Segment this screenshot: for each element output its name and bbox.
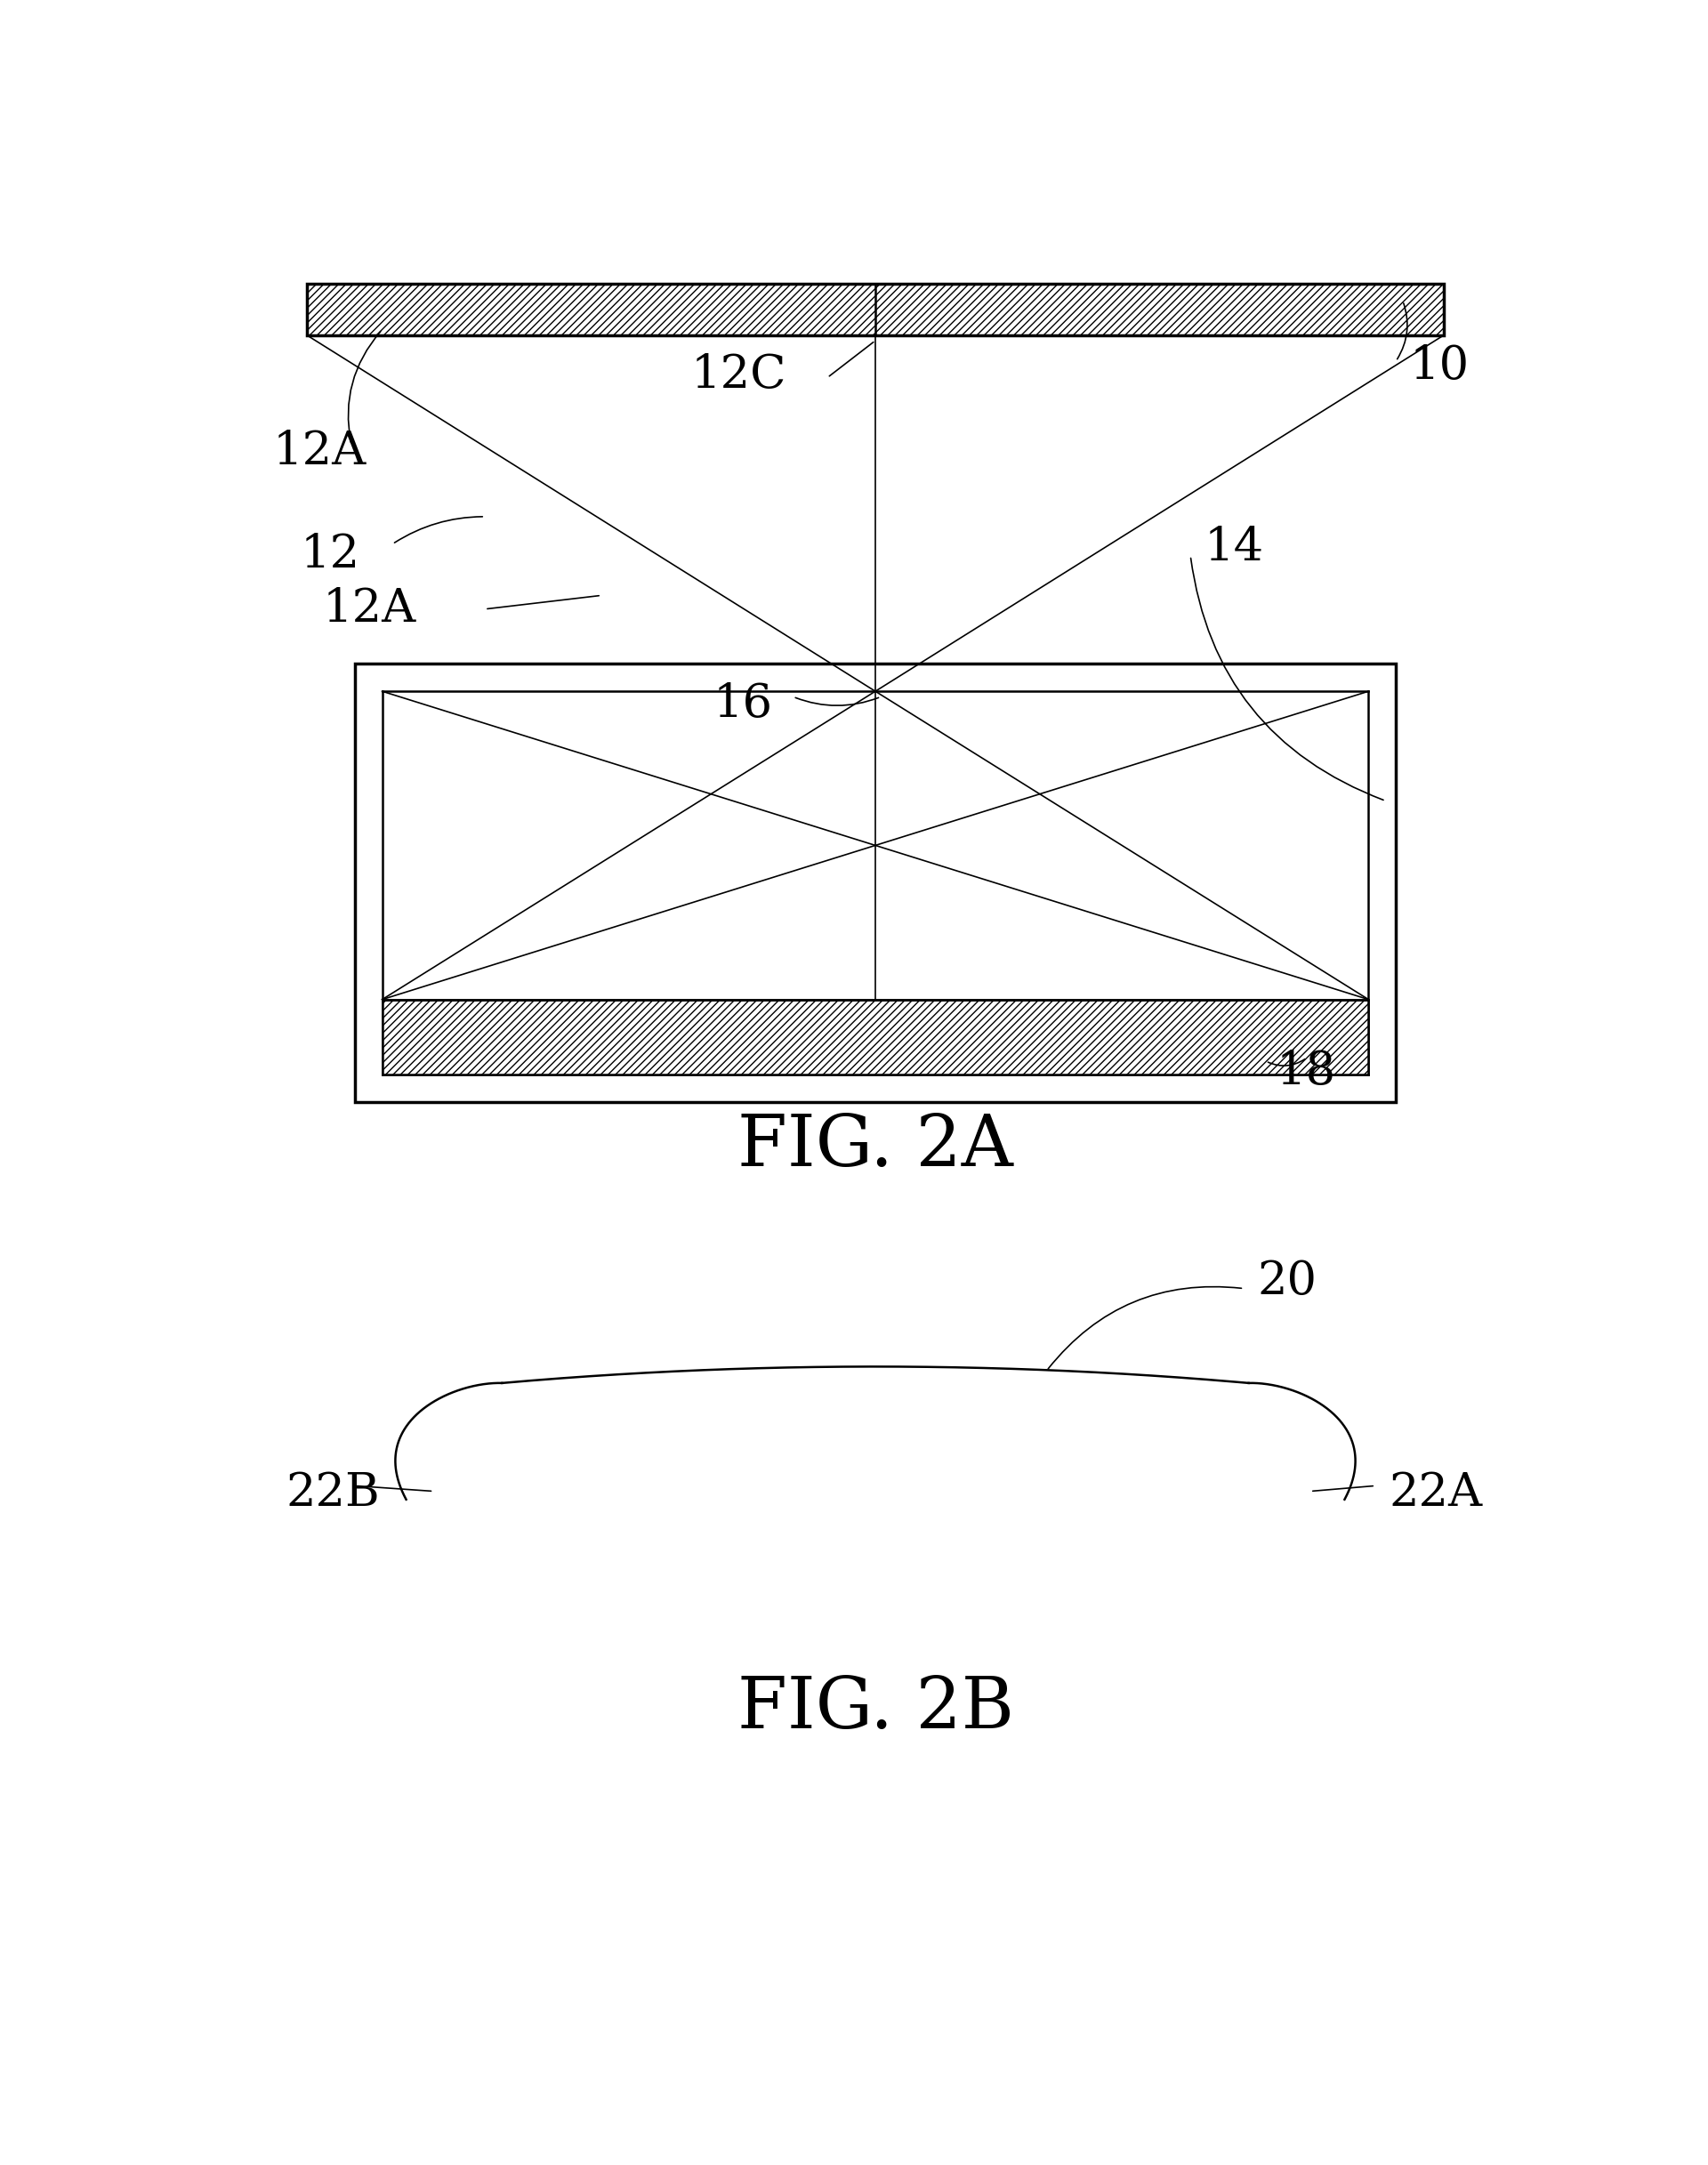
Text: 20: 20 [1257, 1260, 1317, 1303]
Bar [383, 1000, 1368, 1074]
Text: 22A: 22A [1389, 1470, 1483, 1516]
Text: 12C: 12C [690, 353, 786, 398]
Text: 12A: 12A [323, 587, 417, 632]
Bar [355, 665, 1395, 1102]
Text: 12: 12 [301, 533, 360, 578]
Bar [383, 1000, 1368, 1074]
Text: 22B: 22B [287, 1470, 381, 1516]
Text: FIG. 2A: FIG. 2A [738, 1113, 1013, 1182]
Text: 18: 18 [1276, 1048, 1336, 1093]
Text: 16: 16 [712, 682, 772, 725]
Text: 10: 10 [1409, 344, 1469, 390]
Text: FIG. 2B: FIG. 2B [738, 1674, 1013, 1743]
Text: 12A: 12A [273, 429, 366, 474]
Bar [307, 284, 1443, 336]
Text: 14: 14 [1204, 524, 1264, 569]
Bar [307, 284, 1443, 336]
